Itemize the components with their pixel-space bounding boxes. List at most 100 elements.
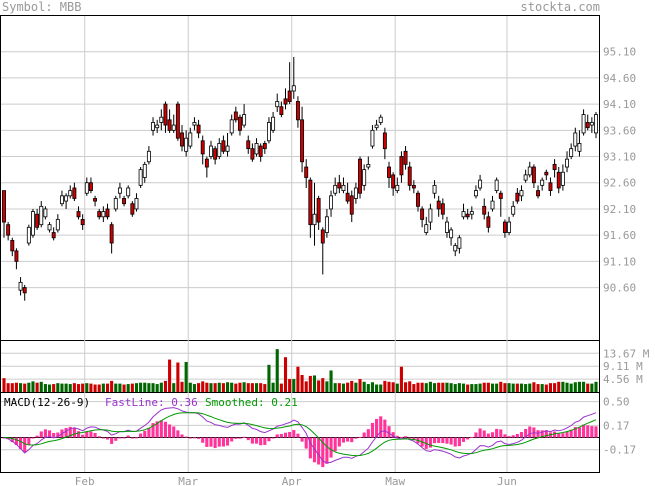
candle-body: [221, 140, 226, 152]
macd-histogram-bar: [358, 436, 362, 438]
volume-bar: [387, 381, 391, 392]
candle-body: [142, 163, 147, 178]
volume-bar: [548, 383, 553, 392]
volume-bar: [428, 381, 432, 392]
candle-body: [494, 179, 499, 192]
candle-body: [238, 116, 242, 131]
macd-histogram-bar: [105, 437, 110, 440]
candle-body: [511, 205, 516, 215]
candle-body: [333, 184, 338, 194]
macd-histogram-bar: [387, 426, 391, 438]
volume-bar: [528, 383, 532, 392]
site-name[interactable]: stockta.com: [520, 0, 600, 14]
volume-bar: [2, 378, 6, 392]
candle-body: [167, 119, 172, 131]
volume-bar: [201, 381, 205, 392]
candle-body: [329, 195, 334, 210]
macd-histogram-bar: [540, 430, 544, 438]
candle-body: [262, 143, 267, 150]
macd-smooth-line: [3, 412, 597, 457]
price-panel-frame: [0, 15, 600, 341]
candle-body: [403, 150, 408, 165]
macd-histogram-bar: [466, 437, 470, 440]
volume-bar: [383, 380, 387, 392]
volume-bar: [511, 383, 515, 392]
candle-body: [424, 224, 429, 233]
macd-histogram-bar: [354, 437, 358, 439]
candle-body: [283, 98, 288, 105]
macd-histogram-bar: [259, 437, 263, 446]
volume-bar: [337, 383, 341, 392]
volume-bar: [524, 384, 528, 392]
macd-histogram-bar: [586, 425, 590, 438]
macd-histogram-bar: [188, 437, 192, 439]
macd-histogram-bar: [300, 437, 304, 442]
candle-body: [196, 124, 201, 134]
candle-body: [275, 101, 280, 108]
macd-histogram-bar: [68, 426, 72, 438]
candle-body: [126, 187, 131, 197]
macd-histogram-bar: [561, 433, 565, 438]
candle-body: [138, 169, 143, 186]
macd-histogram-bar: [457, 437, 461, 447]
volume-bar: [561, 381, 565, 392]
macd-histogram-bar: [495, 428, 499, 438]
price-tick-label: 93.60: [603, 124, 636, 137]
macd-histogram-bar: [139, 433, 143, 438]
volume-bar: [486, 382, 490, 392]
macd-histogram-bar: [43, 429, 47, 438]
volume-bar: [366, 384, 370, 392]
candle-body: [258, 145, 263, 157]
candle-body: [515, 192, 520, 202]
volume-bar: [271, 382, 275, 392]
macd-histogram-bar: [428, 437, 432, 448]
volume-bar: [325, 381, 329, 392]
volume-bar: [432, 383, 437, 392]
macd-histogram-bar: [325, 437, 329, 464]
candle-body: [200, 140, 205, 155]
macd-histogram-bar: [201, 437, 205, 443]
macd-histogram-bar: [395, 435, 399, 438]
volume-bar: [93, 384, 97, 392]
macd-histogram-bar: [19, 437, 23, 450]
candle-body: [407, 166, 412, 186]
candle-body: [465, 213, 470, 218]
volume-bar: [557, 381, 561, 392]
volume-bar: [259, 383, 263, 392]
volume-bar: [507, 383, 511, 392]
candle-body: [523, 174, 528, 181]
candle-body: [581, 114, 586, 134]
candle-body: [10, 240, 15, 252]
volume-bar: [329, 370, 333, 392]
month-tick-label: Apr: [282, 475, 302, 486]
price-tick-label: 92.10: [603, 203, 636, 216]
macd-histogram-bar: [168, 424, 172, 438]
volume-bar: [89, 383, 93, 392]
volume-bar: [114, 383, 118, 392]
volume-bar: [391, 382, 395, 392]
volume-bar: [267, 364, 271, 392]
volume-bar: [130, 383, 134, 392]
macd-histogram-bar: [97, 436, 101, 438]
volume-bar: [317, 380, 321, 392]
candle-body: [229, 119, 234, 134]
volume-bar: [242, 382, 246, 392]
macd-histogram-bar: [39, 431, 43, 438]
macd-histogram-bar: [242, 436, 246, 438]
month-tick-label: Feb: [75, 475, 95, 486]
volume-bar: [47, 384, 52, 392]
candle-body: [287, 90, 292, 102]
candle-body: [151, 122, 155, 131]
volume-bar: [180, 381, 184, 392]
macd-histogram-bar: [321, 437, 325, 468]
candle-body: [254, 143, 259, 155]
volume-bar: [470, 384, 474, 392]
macd-histogram-bar: [134, 437, 139, 439]
volume-bar: [68, 384, 72, 392]
macd-histogram-bar: [461, 437, 466, 442]
volume-bar: [122, 384, 126, 392]
symbol-label: Symbol: MBB: [2, 0, 82, 14]
volume-bar: [52, 384, 56, 392]
candle-body: [569, 148, 574, 157]
